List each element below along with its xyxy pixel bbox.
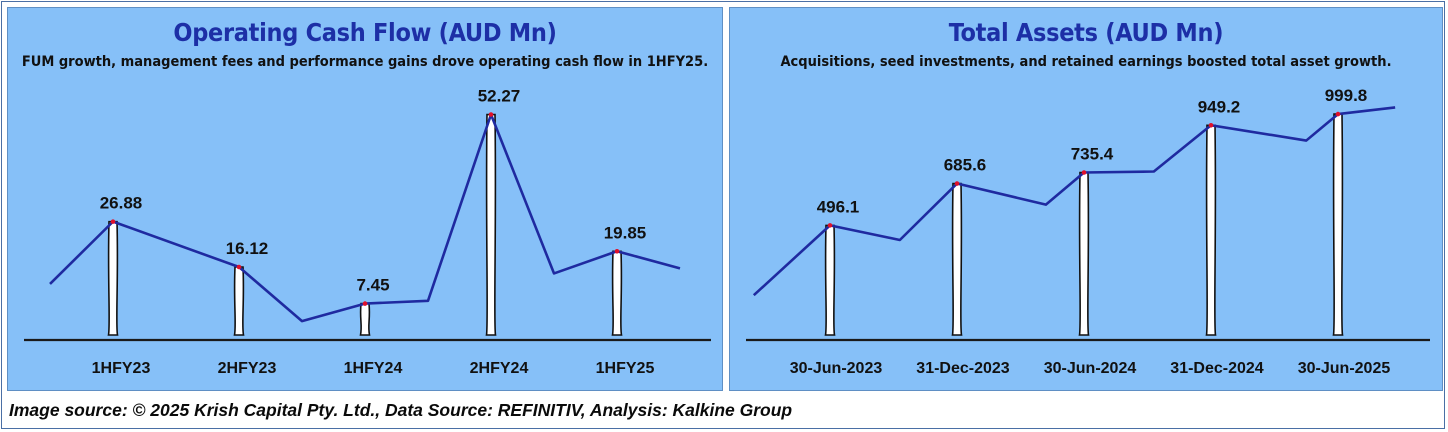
point-marker <box>1208 122 1214 128</box>
data-label: 999.8 <box>1325 86 1368 105</box>
point-marker <box>362 301 368 306</box>
data-label: 19.85 <box>604 223 647 242</box>
trend-line <box>49 113 681 323</box>
bar-1HFY24 <box>359 302 371 336</box>
point-marker <box>614 248 620 254</box>
x-tick-label: 1HFY24 <box>344 360 403 377</box>
total-assets-chart: 496.1 685.6 735.4 949.2 999.8 30-Jun-2023 31-D… <box>746 86 1430 377</box>
point-marker <box>1081 170 1087 175</box>
x-tick-label: 2HFY23 <box>218 360 277 377</box>
data-label: 52.27 <box>478 87 521 106</box>
point-marker <box>1335 111 1341 117</box>
bar-30-Jun-2023 <box>824 224 836 336</box>
operating-cash-flow-panel: Operating Cash Flow (AUD Mn) FUM growth,… <box>7 7 723 391</box>
bar-1HFY23 <box>107 220 119 336</box>
point-marker <box>488 112 494 117</box>
point-marker <box>954 181 960 186</box>
data-label: 16.12 <box>226 239 269 258</box>
x-tick-label: 31-Dec-2024 <box>1170 360 1264 377</box>
data-label: 949.2 <box>1198 97 1241 116</box>
x-tick-label: 30-Jun-2023 <box>790 360 883 377</box>
total-assets-panel: Total Assets (AUD Mn) Acquisitions, seed… <box>729 7 1443 391</box>
x-tick-label: 30-Jun-2025 <box>1298 360 1391 377</box>
x-tick-label: 1HFY25 <box>596 360 655 377</box>
bar-2HFY24 <box>485 113 497 336</box>
bar-30-Jun-2025 <box>1332 113 1344 336</box>
x-tick-label: 31-Dec-2023 <box>916 360 1010 377</box>
data-label: 496.1 <box>817 197 860 216</box>
x-tick-label: 30-Jun-2024 <box>1044 360 1137 377</box>
x-tick-label: 2HFY24 <box>470 360 529 377</box>
chart-title: Operating Cash Flow (AUD Mn) <box>173 18 557 47</box>
point-marker <box>110 219 116 224</box>
data-label: 7.45 <box>356 276 389 295</box>
data-label: 685.6 <box>944 156 987 175</box>
bar-1HFY25 <box>611 250 623 336</box>
bar-30-Jun-2024 <box>1078 171 1090 336</box>
bar-31-Dec-2023 <box>951 182 963 336</box>
x-tick-label: 1HFY23 <box>92 360 151 377</box>
data-label: 26.88 <box>100 194 143 213</box>
chart-subtitle: FUM growth, management fees and performa… <box>21 54 709 70</box>
operating-cash-flow-chart: 26.88 16.12 7.45 52.27 19.85 1HFY23 2HFY23 1HFY… <box>24 87 711 377</box>
chart-subtitle: Acquisitions, seed investments, and reta… <box>780 54 1392 70</box>
image-source-footer: Image source: © 2025 Krish Capital Pty. … <box>9 400 793 420</box>
point-marker <box>827 223 833 228</box>
chart-title: Total Assets (AUD Mn) <box>948 18 1224 47</box>
bar-2HFY23 <box>233 266 245 336</box>
data-label: 735.4 <box>1071 145 1114 164</box>
bar-31-Dec-2024 <box>1205 124 1217 336</box>
point-marker <box>236 264 242 270</box>
